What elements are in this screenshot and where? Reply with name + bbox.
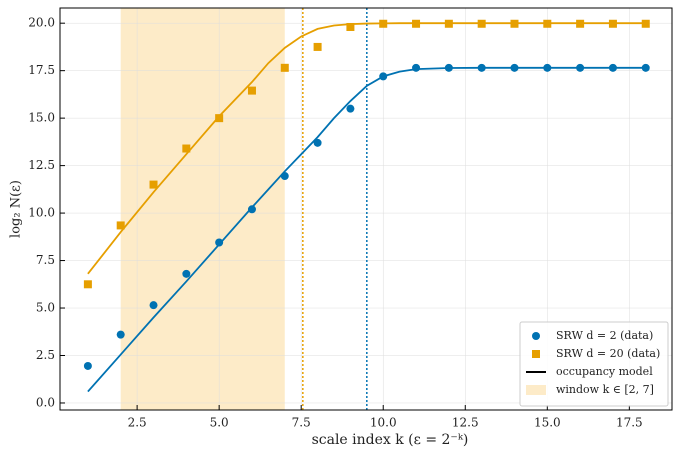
data-point xyxy=(532,332,540,340)
legend-swatch xyxy=(526,385,546,395)
data-point xyxy=(116,330,125,339)
y-tick-label: 20.0 xyxy=(28,16,55,30)
legend-label: SRW d = 20 (data) xyxy=(556,347,660,360)
data-point xyxy=(149,180,158,189)
legend: SRW d = 2 (data) SRW d = 20 (data) occupan… xyxy=(519,321,669,407)
y-axis-label: log₂ N(ε) xyxy=(9,180,24,238)
data-point xyxy=(280,63,289,72)
data-point xyxy=(444,63,453,72)
model-line xyxy=(87,66,646,393)
data-point xyxy=(641,19,650,28)
y-tick-label: 15.0 xyxy=(28,111,55,125)
legend-label: SRW d = 2 (data) xyxy=(556,329,653,342)
data-point xyxy=(313,42,322,51)
data-point xyxy=(532,350,540,358)
data-point xyxy=(543,19,552,28)
data-point xyxy=(247,205,256,214)
data-point xyxy=(510,19,519,28)
data-point xyxy=(280,172,289,181)
data-point xyxy=(608,63,617,72)
x-tick-label: 17.5 xyxy=(616,416,643,430)
data-point xyxy=(313,138,322,147)
data-point xyxy=(510,63,519,72)
data-point xyxy=(412,63,421,72)
data-point xyxy=(116,221,125,230)
x-tick-label: 15.0 xyxy=(534,416,561,430)
data-point xyxy=(346,104,355,113)
data-point xyxy=(215,114,224,123)
x-tick-label: 2.5 xyxy=(128,416,147,430)
y-tick-label: 5.0 xyxy=(36,301,55,315)
data-point xyxy=(215,238,224,247)
data-point xyxy=(182,269,191,278)
y-tick-label: 0.0 xyxy=(36,395,55,409)
data-point xyxy=(608,19,617,28)
data-point xyxy=(379,72,388,81)
data-point xyxy=(477,63,486,72)
y-tick-label: 7.5 xyxy=(36,253,55,267)
legend-label: window k ∈ [2, 7] xyxy=(556,383,654,396)
data-point xyxy=(346,22,355,31)
data-point xyxy=(83,280,92,289)
data-point xyxy=(444,19,453,28)
x-tick-label: 5.0 xyxy=(210,416,229,430)
legend-label: occupancy model xyxy=(556,365,653,378)
data-point xyxy=(576,19,585,28)
data-point xyxy=(379,19,388,28)
data-point xyxy=(83,361,92,370)
y-tick-label: 2.5 xyxy=(36,348,55,362)
y-tick-label: 17.5 xyxy=(28,63,55,77)
x-tick-label: 12.5 xyxy=(452,416,479,430)
data-point xyxy=(576,63,585,72)
plot-frame xyxy=(59,7,673,411)
window-band xyxy=(120,8,285,410)
x-tick-label: 10.0 xyxy=(370,416,397,430)
data-point xyxy=(477,19,486,28)
y-tick-label: 10.0 xyxy=(28,206,55,220)
data-point xyxy=(247,86,256,95)
data-point xyxy=(412,19,421,28)
legend-box xyxy=(519,321,669,407)
data-point xyxy=(149,301,158,310)
data-point xyxy=(641,63,650,72)
y-tick-label: 12.5 xyxy=(28,158,55,172)
x-axis-label: scale index k (ε = 2⁻ᵏ) xyxy=(312,432,469,448)
x-tick-label: 7.5 xyxy=(292,416,311,430)
data-point xyxy=(182,144,191,153)
data-point xyxy=(543,63,552,72)
